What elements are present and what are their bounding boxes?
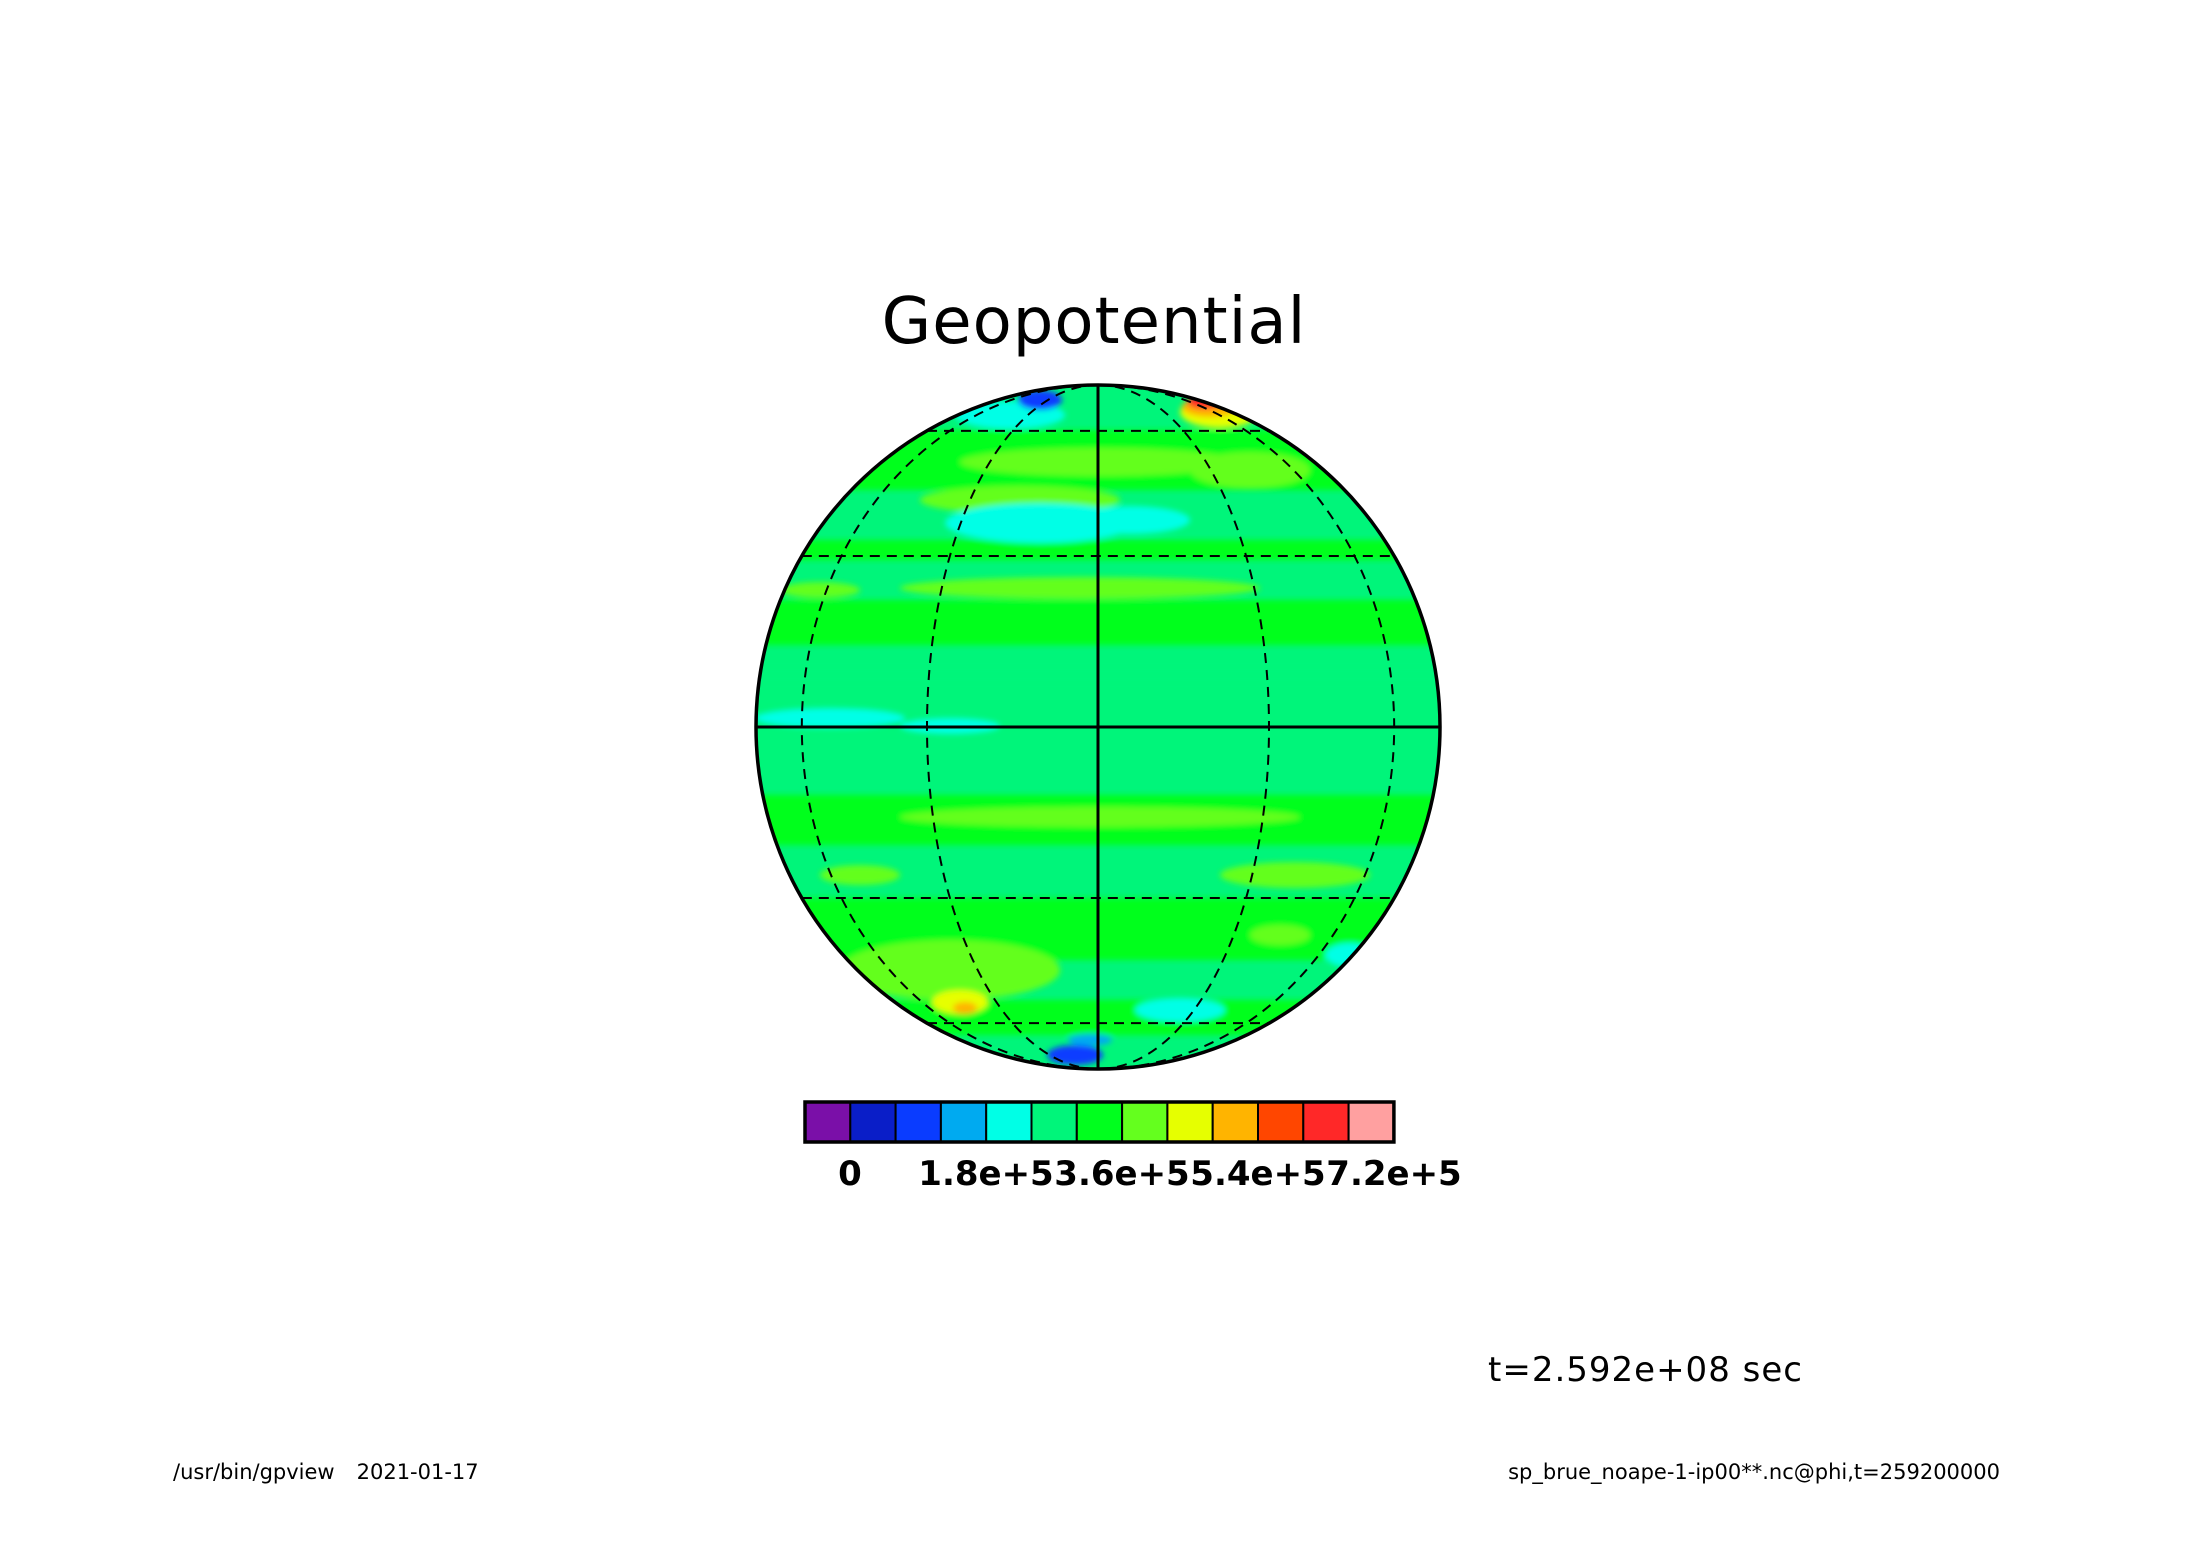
footer-program: /usr/bin/gpview xyxy=(173,1460,335,1484)
colorbar xyxy=(803,1100,1396,1144)
contour-patch xyxy=(960,448,1240,476)
colorbar-frame xyxy=(803,1100,1396,1144)
colorbar-swatch xyxy=(1302,1101,1350,1143)
colorbar-tick-label: 3.6e+5 xyxy=(1054,1154,1189,1194)
contour-patch xyxy=(1070,506,1190,534)
footer-date: 2021-01-17 xyxy=(356,1460,479,1484)
footer-program-info: /usr/bin/gpview 2021-01-17 xyxy=(173,1460,479,1484)
contour-patch xyxy=(900,577,1260,599)
contour-patch xyxy=(840,940,1060,1000)
contour-patch xyxy=(1190,452,1310,488)
contour-patch xyxy=(900,807,1300,827)
colorbar-tick-label: 5.4e+5 xyxy=(1190,1154,1325,1194)
contour-patch xyxy=(1047,1045,1103,1065)
colorbar-swatch xyxy=(1347,1101,1395,1143)
colorbar-swatch xyxy=(1257,1101,1305,1143)
colorbar-swatch xyxy=(939,1101,988,1143)
contour-patch xyxy=(1250,925,1310,945)
colorbar-swatch xyxy=(894,1101,942,1143)
colorbar-swatch xyxy=(985,1101,1033,1143)
time-label: t=2.592e+08 sec xyxy=(1488,1350,1803,1390)
contour-patch xyxy=(756,708,905,728)
colorbar-tick-label: 1.8e+5 xyxy=(918,1154,1053,1194)
colorbar-swatch xyxy=(1166,1101,1214,1143)
colorbar-swatch xyxy=(804,1101,852,1143)
colorbar-swatch xyxy=(1075,1101,1124,1143)
plot-title: Geopotential xyxy=(881,285,1307,359)
contour-patch xyxy=(1135,998,1225,1022)
colorbar-tick-label: 0 xyxy=(838,1154,862,1194)
contour-patch xyxy=(780,582,860,598)
colorbar-swatch xyxy=(1121,1101,1169,1143)
colorbar-swatch xyxy=(1030,1101,1078,1143)
colorbar-tick-label: 7.2e+5 xyxy=(1326,1154,1461,1194)
colorbar-swatch xyxy=(1211,1101,1259,1143)
contour-patch xyxy=(1068,1034,1112,1046)
contour-patch xyxy=(953,1002,977,1014)
contour-patch xyxy=(1325,943,1375,967)
contour-patch xyxy=(820,865,900,885)
colorbar-swatch xyxy=(849,1101,897,1143)
contour-patch xyxy=(1220,862,1370,888)
footer-source: sp_brue_noape-1-ip00**.nc@phi,t=25920000… xyxy=(1508,1460,2000,1484)
